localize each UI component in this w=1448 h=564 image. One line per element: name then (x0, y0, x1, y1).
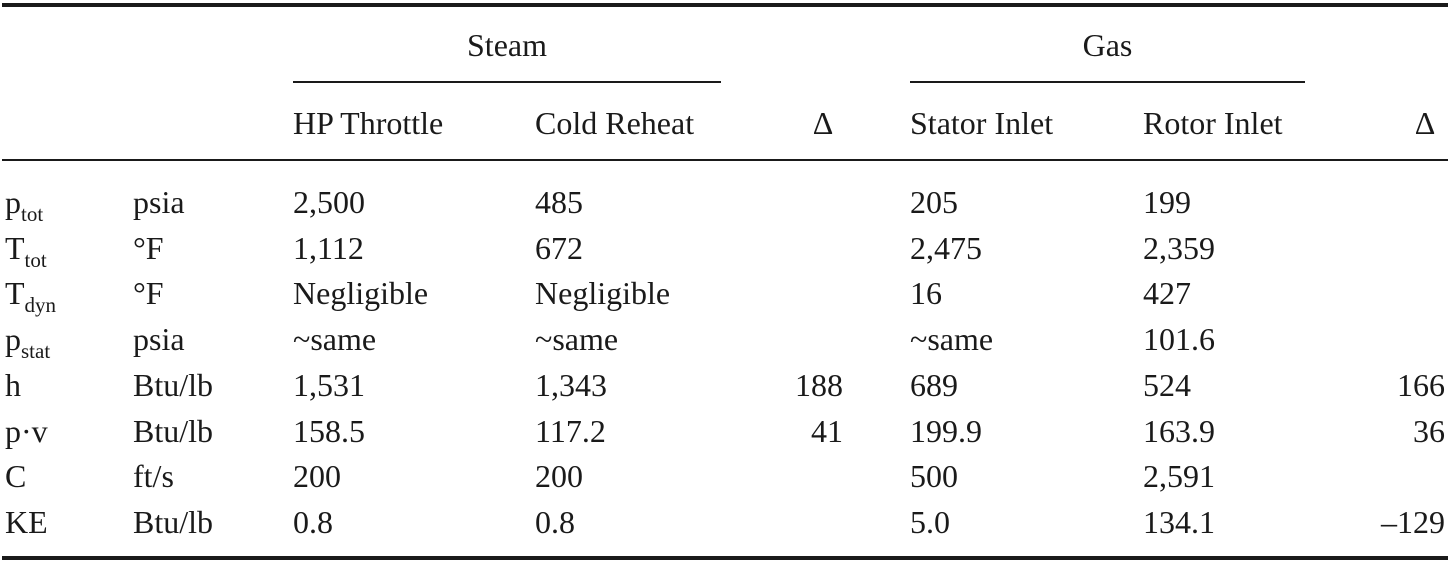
cell-value: ~same (293, 321, 377, 358)
row-unit: Btu/lb (133, 366, 214, 403)
symbol-subscript: dyn (24, 293, 57, 318)
row-unit: ft/s (133, 458, 174, 495)
group-rule (293, 81, 721, 83)
cell-value: 0.8 (293, 503, 333, 540)
cell-value: 199.9 (910, 412, 982, 449)
cell-value: ~same (535, 321, 619, 358)
cell-value: 205 (910, 184, 958, 220)
cell-value: 427 (1143, 275, 1191, 312)
symbol: h (5, 366, 21, 403)
cell-value: 158.5 (293, 412, 365, 449)
row-unit: Btu/lb (133, 503, 214, 540)
column-header: Δ (1414, 105, 1436, 141)
cell-value: 41 (811, 412, 843, 449)
symbol: KE (5, 503, 48, 540)
symbol: p (5, 184, 21, 220)
cell-value: 166 (1397, 366, 1445, 403)
cell-value: 134.1 (1143, 503, 1215, 540)
symbol-subscript: tot (24, 247, 47, 272)
cell-value: 485 (535, 184, 583, 220)
row-unit: °F (133, 275, 164, 312)
row-unit: Btu/lb (133, 412, 214, 449)
cell-value: 188 (795, 366, 843, 403)
cell-value: Negligible (535, 275, 671, 312)
cell-value: 2,359 (1143, 229, 1215, 266)
cell-value: 101.6 (1143, 321, 1215, 358)
cell-value: 117.2 (535, 412, 606, 449)
row-symbol: p·v (5, 411, 48, 451)
cell-value: 1,343 (535, 366, 607, 403)
cell-value: 2,500 (293, 184, 365, 220)
row-unit: psia (133, 321, 185, 358)
symbol-subscript: stat (21, 339, 51, 364)
symbol: C (5, 458, 27, 495)
top-rule (2, 3, 1448, 7)
column-header: Cold Reheat (535, 105, 695, 141)
cell-value: 672 (535, 229, 583, 266)
column-header: Rotor Inlet (1143, 105, 1283, 141)
row-unit: psia (133, 184, 185, 220)
bottom-rule (2, 556, 1448, 560)
column-header: Stator Inlet (910, 105, 1054, 141)
cell-value: 163.9 (1143, 412, 1215, 449)
cell-value: 1,531 (293, 366, 365, 403)
cell-value: 199 (1143, 184, 1191, 220)
row-symbol: KE (5, 502, 48, 542)
row-symbol: Ttot (5, 228, 47, 271)
cell-value: 36 (1413, 412, 1445, 449)
group-header: Steam (467, 27, 547, 63)
row-symbol: ptot (5, 182, 43, 225)
cell-value: 1,112 (293, 229, 364, 266)
symbol: T (5, 229, 25, 266)
column-header: HP Throttle (293, 105, 444, 141)
symbol: T (5, 275, 25, 312)
row-symbol: Tdyn (5, 273, 56, 316)
cell-value: Negligible (293, 275, 429, 312)
cell-value: 524 (1143, 366, 1191, 403)
cell-value: ~same (910, 321, 994, 358)
cell-value: 2,475 (910, 229, 982, 266)
cell-value: 16 (910, 275, 942, 312)
group-header: Gas (1082, 27, 1133, 63)
symbol-subscript: tot (21, 202, 44, 226)
cell-value: 689 (910, 366, 958, 403)
cell-value: –129 (1381, 503, 1445, 540)
cell-value: 500 (910, 458, 958, 495)
symbol: p·v (5, 412, 48, 449)
column-header: Δ (812, 105, 834, 141)
header-rule (2, 159, 1448, 161)
cell-value: 0.8 (535, 503, 575, 540)
symbol: p (5, 321, 21, 358)
row-symbol: pstat (5, 319, 50, 362)
row-symbol: h (5, 365, 21, 405)
cell-value: 2,591 (1143, 458, 1215, 495)
row-unit: °F (133, 229, 164, 266)
group-rule (910, 81, 1305, 83)
cell-value: 5.0 (910, 503, 950, 540)
row-symbol: C (5, 456, 26, 496)
cell-value: 200 (293, 458, 341, 495)
cell-value: 200 (535, 458, 583, 495)
